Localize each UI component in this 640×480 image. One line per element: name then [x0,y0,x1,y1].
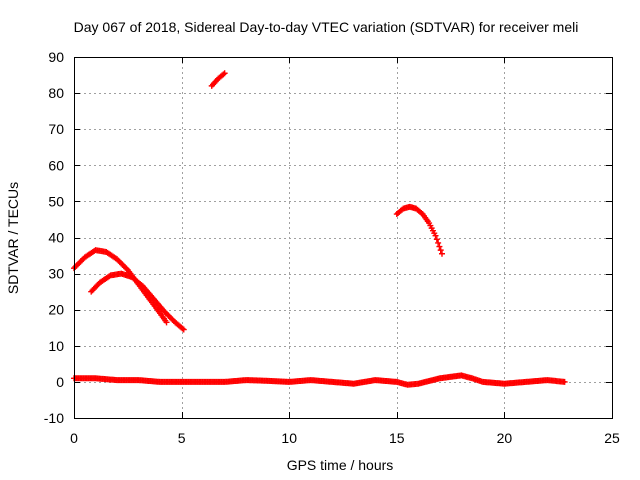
data-point [436,243,443,250]
data-point [180,326,187,333]
x-tick-label: 0 [70,430,78,446]
plot-frame [74,57,613,419]
series-arc-4 [393,203,445,257]
data-point [220,71,227,78]
data-point [438,250,445,257]
data-point [561,378,568,385]
x-tick-label: 10 [281,430,297,446]
y-tick-label: 80 [48,85,64,101]
series-arc-1 [71,247,170,326]
data-point [179,325,186,332]
y-tick-label: 0 [56,374,64,390]
data-point [163,319,170,326]
data-point [221,70,228,77]
data-markers [71,70,568,388]
series-arc-3 [208,70,228,89]
grid-lines [74,57,612,418]
y-tick-label: 20 [48,302,64,318]
y-tick-label: 50 [48,193,64,209]
x-tick-label: 5 [178,430,186,446]
y-tick-label: 60 [48,157,64,173]
chart-title: Day 067 of 2018, Sidereal Day-to-day VTE… [74,19,579,35]
y-tick-label: 10 [48,338,64,354]
data-point [432,232,439,239]
y-tick-label: 70 [48,121,64,137]
x-tick-label: 20 [497,430,513,446]
y-tick-label: -10 [44,410,64,426]
y-tick-label: 40 [48,230,64,246]
x-axis-title: GPS time / hours [287,457,394,473]
x-tick-label: 15 [389,430,405,446]
data-point [433,236,440,243]
data-point [435,239,442,246]
y-tick-label: 30 [48,266,64,282]
data-point [437,247,444,254]
y-axis-title: SDTVAR / TECUs [5,182,21,294]
series-arc-2 [88,270,187,333]
x-tick-label: 25 [604,430,620,446]
axis-ticks: 0 5 10 15 20 25 -10 0 10 20 30 40 50 60 70 80 90 [44,49,620,446]
y-tick-label: 90 [48,49,64,65]
series-baseline [71,372,568,388]
